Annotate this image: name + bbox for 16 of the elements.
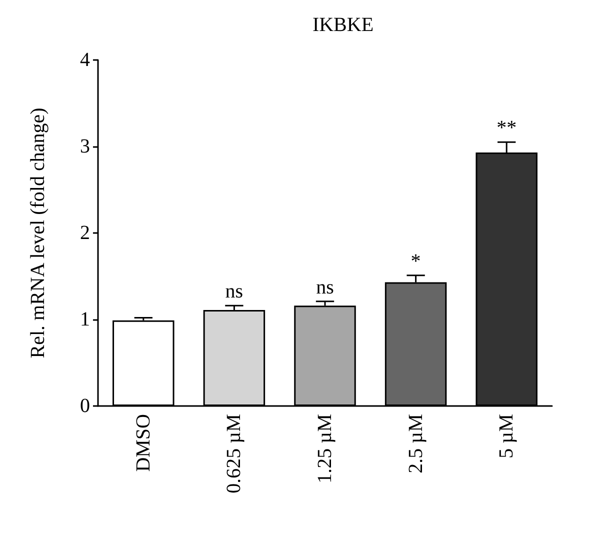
y-tick-label: 1 [80, 308, 90, 330]
x-tick-label: DMSO [132, 414, 154, 472]
chart-title: IKBKE [312, 14, 374, 36]
x-tick-label: 0.625 µM [223, 414, 246, 494]
annotation: * [410, 250, 421, 272]
x-tick-label: 5 µM [496, 414, 518, 458]
y-tick-label: 2 [80, 222, 90, 244]
x-tick-label: 2.5 µM [404, 414, 427, 474]
y-tick-label: 4 [80, 49, 90, 71]
x-tick-label: 1.25 µM [314, 414, 336, 484]
y-tick-label: 0 [80, 395, 90, 417]
annotation: ** [496, 117, 517, 140]
y-axis-title: Rel. mRNA level (fold change) [27, 108, 49, 358]
y-tick-label: 3 [80, 136, 90, 158]
annotation: ns [225, 280, 244, 303]
annotation: ns [316, 276, 334, 298]
